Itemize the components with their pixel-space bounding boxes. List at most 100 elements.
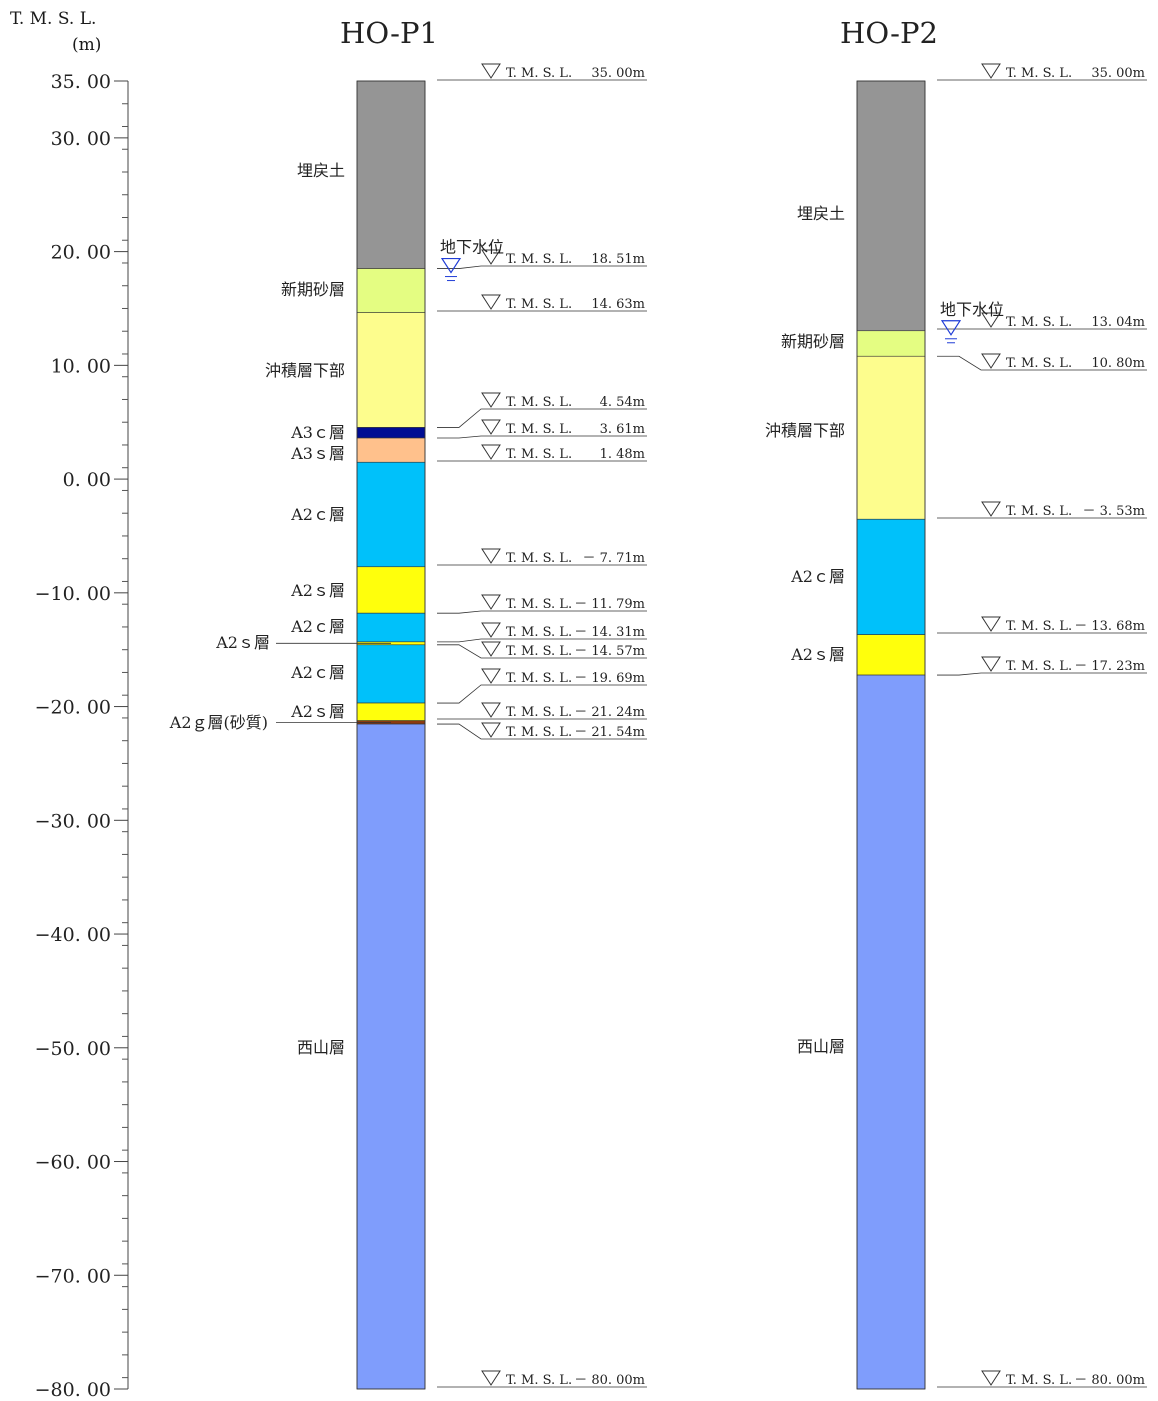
layer-label: A2ｓ層 (290, 581, 345, 600)
elevation-leader-line (937, 672, 1147, 676)
elevation-prefix: T. M. S. L. (506, 252, 572, 267)
elevation-value: － 13. 68m (1074, 619, 1145, 634)
elevation-marker-icon (481, 622, 501, 638)
elevation-value: 14. 63m (591, 297, 645, 312)
elevation-leader-line (437, 610, 647, 614)
elevation-leader-line (437, 723, 647, 740)
water-level-icon (940, 320, 962, 336)
axis-tick-label: −60. 00 (35, 1152, 111, 1174)
elevation-marker-icon (981, 656, 1001, 672)
elevation-marker-icon (481, 594, 501, 610)
layer-label: 西山層 (797, 1037, 845, 1056)
elevation-leader-line (437, 644, 647, 659)
elevation-prefix: T. M. S. L. (1006, 315, 1072, 330)
water-level-label: 地下水位 (940, 300, 1004, 319)
layer-label: A2ｓ層 (215, 633, 270, 652)
elevation-value: 1. 48m (600, 447, 645, 462)
elevation-value: － 80. 00m (574, 1373, 645, 1388)
axis-tick-label: −20. 00 (35, 697, 111, 719)
axis-tick-label: 10. 00 (51, 355, 111, 377)
elevation-value: － 19. 69m (574, 671, 645, 686)
axis-title-line2: (m) (72, 35, 102, 55)
elevation-value: － 7. 71m (582, 551, 645, 566)
soil-layer (856, 634, 926, 676)
elevation-value: 35. 00m (591, 66, 645, 81)
elevation-prefix: T. M. S. L. (1006, 1373, 1072, 1388)
layer-label: A2ｃ層 (290, 663, 345, 682)
elevation-marker-icon (981, 63, 1001, 79)
axis-tick-label: −40. 00 (35, 924, 111, 946)
layer-label: 西山層 (297, 1038, 345, 1057)
elevation-prefix: T. M. S. L. (506, 1373, 572, 1388)
elevation-value: － 14. 57m (574, 644, 645, 659)
layer-label: A2ｇ層(砂質) (169, 713, 268, 732)
soil-layer (356, 644, 426, 704)
elevation-prefix: T. M. S. L. (506, 597, 572, 612)
elevation-marker-icon (981, 353, 1001, 369)
elevation-value: 3. 61m (600, 422, 645, 437)
soil-layer (356, 566, 426, 614)
elevation-value: 35. 00m (1091, 66, 1145, 81)
elevation-prefix: T. M. S. L. (1006, 504, 1072, 519)
elevation-prefix: T. M. S. L. (506, 395, 572, 410)
layer-label: A3ｓ層 (290, 444, 345, 463)
elevation-value: － 3. 53m (1082, 504, 1145, 519)
water-level-icon (440, 257, 462, 274)
elevation-value: － 80. 00m (1074, 1373, 1145, 1388)
elevation-marker-icon (481, 419, 501, 435)
elevation-marker-icon (481, 392, 501, 408)
soil-layer (356, 612, 426, 643)
soil-layer (856, 330, 926, 357)
elevation-marker-icon (981, 616, 1001, 632)
soil-layer (356, 268, 426, 313)
elevation-prefix: T. M. S. L. (506, 297, 572, 312)
axis-tick-label: 30. 00 (51, 128, 111, 150)
elevation-prefix: T. M. S. L. (506, 705, 572, 720)
axis-tick-label: −30. 00 (35, 810, 111, 832)
elevation-marker-icon (481, 722, 501, 738)
soil-layer (356, 80, 426, 269)
borehole-title: HO-P1 (340, 16, 438, 50)
layer-label: A3ｃ層 (290, 423, 345, 442)
elevation-value: － 21. 54m (574, 725, 645, 740)
axis-tick-label: −50. 00 (35, 1038, 111, 1060)
elevation-prefix: T. M. S. L. (1006, 659, 1072, 674)
axis-tick-label: −70. 00 (35, 1265, 111, 1287)
elevation-marker-icon (981, 312, 1001, 328)
elevation-prefix: T. M. S. L. (1006, 356, 1072, 371)
elevation-marker-icon (481, 63, 501, 79)
elevation-marker-icon (981, 501, 1001, 517)
soil-layer (356, 437, 426, 463)
layer-label: A2ｃ層 (290, 617, 345, 636)
elevation-leader-line (437, 408, 647, 428)
elevation-prefix: T. M. S. L. (506, 671, 572, 686)
axis-title: T. M. S. L. (m) (10, 6, 101, 58)
elevation-prefix: T. M. S. L. (506, 66, 572, 81)
soil-layer (356, 461, 426, 568)
elevation-prefix: T. M. S. L. (506, 447, 572, 462)
layer-label: 新期砂層 (781, 332, 845, 351)
layer-label: A2ｃ層 (290, 505, 345, 524)
elevation-marker-icon (481, 548, 501, 564)
axis-tick-label: 20. 00 (51, 242, 111, 264)
elevation-value: － 11. 79m (574, 597, 645, 612)
elevation-value: － 14. 31m (574, 625, 645, 640)
elevation-marker-icon (481, 641, 501, 657)
axis-tick-label: 35. 00 (51, 71, 111, 93)
elevation-prefix: T. M. S. L. (506, 725, 572, 740)
soil-layer (856, 355, 926, 520)
elevation-marker-icon (481, 702, 501, 718)
elevation-marker-icon (481, 1370, 501, 1386)
elevation-leader-line (437, 638, 647, 643)
elevation-marker-icon (981, 1370, 1001, 1386)
elevation-value: 4. 54m (600, 395, 645, 410)
borehole-title: HO-P2 (840, 16, 938, 50)
elevation-marker-icon (481, 668, 501, 684)
soil-layer (856, 674, 926, 1390)
elevation-value: 18. 51m (591, 252, 645, 267)
elevation-marker-icon (481, 444, 501, 460)
soil-layer (356, 702, 426, 721)
elevation-prefix: T. M. S. L. (506, 551, 572, 566)
elevation-value: － 17. 23m (1074, 659, 1145, 674)
elevation-prefix: T. M. S. L. (1006, 66, 1072, 81)
